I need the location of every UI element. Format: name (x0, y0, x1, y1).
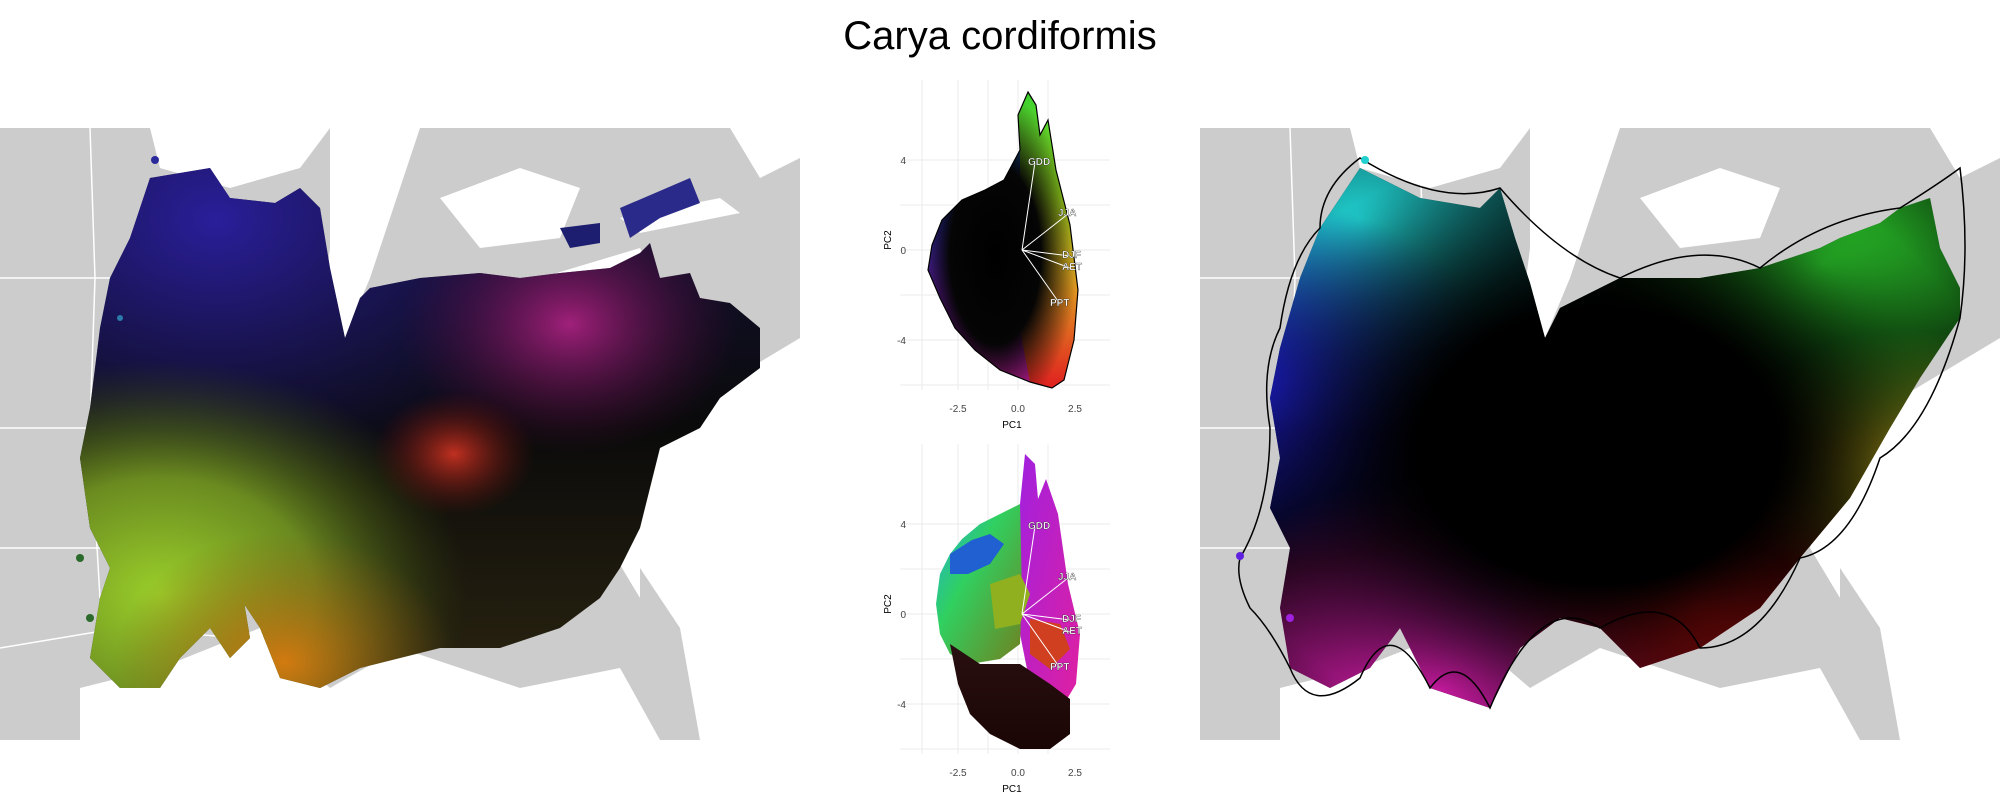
florida (640, 568, 700, 740)
x-axis-label: PC1 (1002, 420, 1022, 431)
pca-biplot-top: GDD JJA DJF AET PPT 4 0 -4 -2.5 0.0 2.5 … (880, 80, 1120, 432)
pca-top-ticks: 4 0 -4 -2.5 0.0 2.5 (897, 156, 1082, 415)
vector-label: DJF (1062, 614, 1081, 625)
vector-label: JJA (1058, 572, 1076, 583)
pca-top-svg: GDD JJA DJF AET PPT 4 0 -4 -2.5 0.0 2.5 … (883, 80, 1110, 431)
gulf-of-mexico (80, 628, 660, 740)
x-tick: 0.0 (1011, 404, 1025, 415)
range-point (1361, 156, 1369, 164)
y-tick: 4 (900, 520, 906, 531)
pca-bottom-ticks: 4 0 -4 -2.5 0.0 2.5 (897, 520, 1082, 779)
vector-label: GDD (1028, 521, 1050, 532)
y-tick: -4 (897, 336, 906, 347)
left-map (0, 127, 800, 740)
pca-top-vector-labels: GDD JJA DJF AET PPT (1028, 157, 1082, 309)
x-tick: -2.5 (949, 404, 967, 415)
pca-top-vectors (1021, 161, 1071, 305)
vector-label: AET (1062, 626, 1082, 637)
y-tick: 0 (900, 610, 906, 621)
pca-top-points (927, 90, 1079, 389)
vector-label: DJF (1062, 250, 1081, 261)
vector-label: JJA (1058, 208, 1076, 219)
florida (1840, 568, 1900, 740)
climate-hull-outline (1238, 157, 1966, 710)
x-tick: 2.5 (1068, 404, 1082, 415)
pca-bottom-vector-labels: GDD JJA DJF AET PPT (1028, 521, 1082, 673)
lake-michigan (320, 128, 420, 378)
lake-superior (1350, 128, 1530, 188)
range-point (1236, 552, 1244, 560)
left-map-panel (0, 127, 800, 740)
vector-label: AET (1062, 262, 1082, 273)
vector-label: GDD (1028, 157, 1050, 168)
x-tick: 0.0 (1011, 768, 1025, 779)
vector-label: PPT (1050, 662, 1069, 673)
pca-biplot-bottom: GDD JJA DJF AET PPT 4 0 -4 -2.5 0.0 2.5 … (880, 444, 1120, 796)
pca-bottom-points (936, 454, 1080, 749)
y-axis-label: PC2 (883, 230, 894, 250)
species-range-left (76, 156, 760, 688)
atlantic-ne (1930, 128, 2000, 178)
pca-bottom-svg: GDD JJA DJF AET PPT 4 0 -4 -2.5 0.0 2.5 … (883, 444, 1110, 795)
right-map-panel (1200, 127, 2000, 740)
lake-huron (1640, 168, 1780, 248)
figure-title: Carya cordiformis (843, 14, 1157, 58)
x-tick: -2.5 (949, 768, 967, 779)
atlantic-ne (730, 128, 800, 178)
lake-huron (440, 168, 580, 248)
y-axis-label: PC2 (883, 594, 894, 614)
y-tick: 4 (900, 156, 906, 167)
y-tick: 0 (900, 246, 906, 257)
x-tick: 2.5 (1068, 768, 1082, 779)
y-tick: -4 (897, 700, 906, 711)
pca-bottom-vectors (1021, 525, 1071, 669)
x-axis-label: PC1 (1002, 784, 1022, 795)
vector-label: PPT (1050, 298, 1069, 309)
range-point (1286, 614, 1294, 622)
right-map (1200, 127, 2000, 740)
